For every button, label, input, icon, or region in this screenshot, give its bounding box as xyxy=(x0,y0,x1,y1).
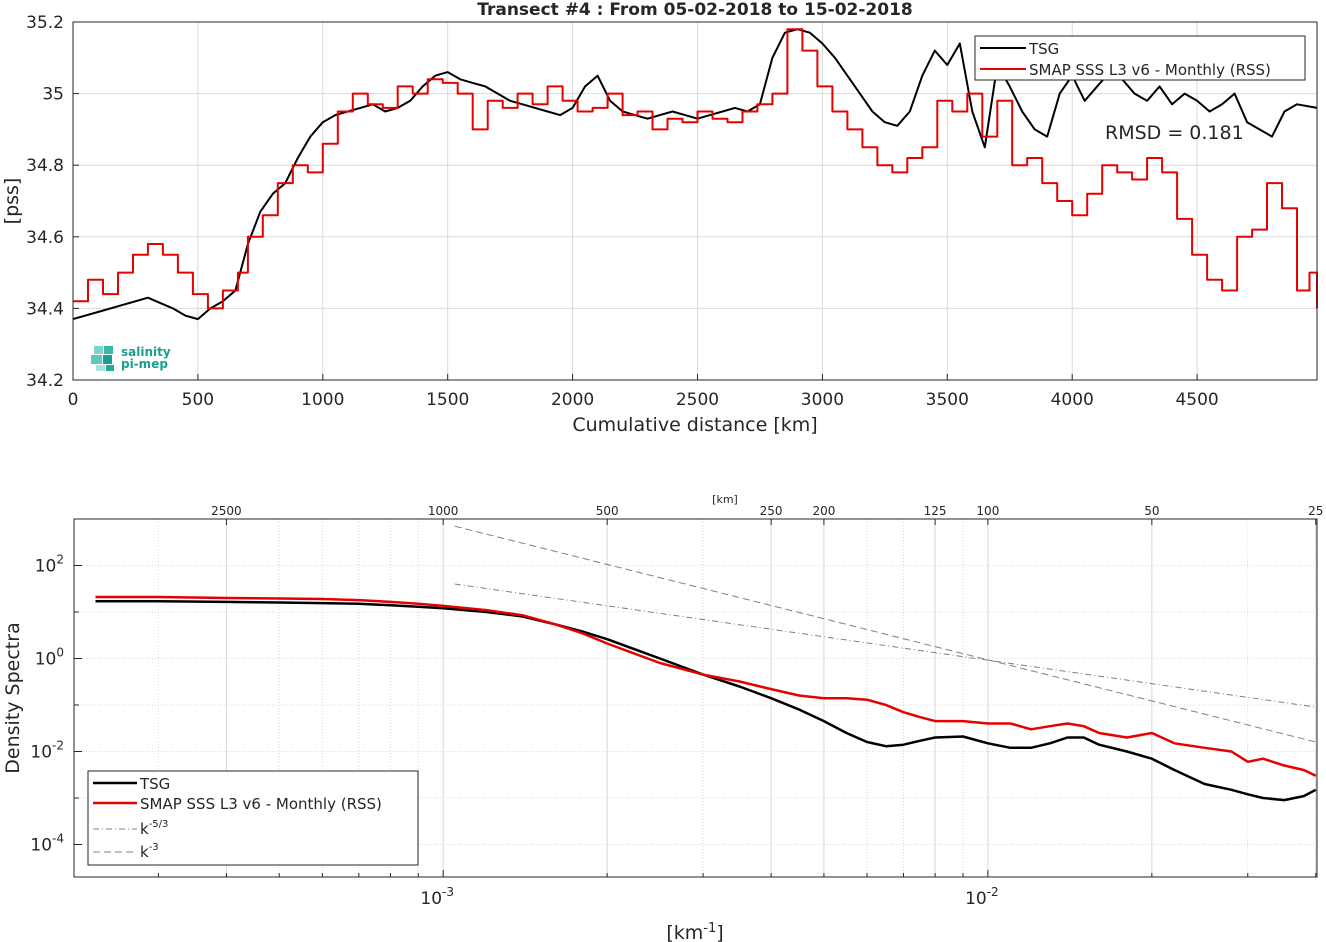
legend-label-tsg-spectrum: TSG xyxy=(139,775,170,793)
top-x-label: Cumulative distance [km] xyxy=(572,414,817,436)
top-x-tick-label: 4500 xyxy=(1175,390,1218,410)
logo-text-pimep: pi-mep xyxy=(121,357,168,371)
bottom-top-tick-label: 25 xyxy=(1308,504,1323,518)
bottom-legend: TSG SMAP SSS L3 v6 - Monthly (RSS) k-5/3… xyxy=(87,770,419,866)
bottom-top-axis-label: [km] xyxy=(712,493,738,506)
top-y-tick-label: 34.2 xyxy=(26,371,64,391)
bottom-y-label: Density Spectra xyxy=(2,622,24,773)
bottom-top-tick-label: 250 xyxy=(760,504,783,518)
bottom-x-tick-label: 10-2 xyxy=(965,885,999,909)
smap-spectrum-line xyxy=(95,595,1317,777)
top-x-tick-label: 1000 xyxy=(301,390,344,410)
top-y-tick-label: 35 xyxy=(42,85,64,105)
legend-label-smap: SMAP SSS L3 v6 - Monthly (RSS) xyxy=(1029,61,1271,79)
salinity-pi-mep-logo: salinity pi-mep xyxy=(91,345,171,371)
bottom-top-axis: 2500 1000 500 250 200 125 100 50 25 xyxy=(211,504,1323,525)
bottom-top-tick-label: 2500 xyxy=(211,504,242,518)
top-y-label: [pss] xyxy=(1,178,23,225)
top-x-tick-label: 3500 xyxy=(926,390,969,410)
bottom-top-tick-label: 100 xyxy=(976,504,999,518)
legend-label-smap-spectrum: SMAP SSS L3 v6 - Monthly (RSS) xyxy=(140,795,382,813)
top-axes-box xyxy=(72,21,1318,381)
top-x-tick-label: 2500 xyxy=(676,390,719,410)
top-y-tick-label: 34.8 xyxy=(26,156,64,176)
top-y-tick-label: 34.6 xyxy=(26,228,64,248)
top-x-tick-label: 0 xyxy=(68,390,79,410)
rmsd-annotation: RMSD = 0.181 xyxy=(1105,122,1244,144)
legend-label-tsg: TSG xyxy=(1028,40,1059,58)
top-y-tick-label: 35.2 xyxy=(26,13,64,33)
top-x-tick-label: 1500 xyxy=(426,390,469,410)
top-legend: TSG SMAP SSS L3 v6 - Monthly (RSS) xyxy=(974,35,1306,81)
bottom-y-tick-label: 10-4 xyxy=(30,831,64,855)
bottom-y-tick-label: 102 xyxy=(35,552,64,576)
k53-reference-line xyxy=(454,583,1316,708)
bottom-x-tick-label: 10-3 xyxy=(420,885,454,909)
bottom-y-tick-label: 100 xyxy=(35,645,64,669)
top-x-tick-label: 2000 xyxy=(551,390,594,410)
top-x-tick-label: 500 xyxy=(182,390,214,410)
top-chart: Transect #4 : From 05-02-2018 to 15-02-2… xyxy=(1,0,1318,436)
tsg-spectrum-line xyxy=(95,600,1317,802)
top-x-tick-label: 4000 xyxy=(1051,390,1094,410)
smap-line xyxy=(73,28,1318,310)
bottom-y-tick-label: 10-2 xyxy=(30,738,64,762)
bottom-plot-area xyxy=(95,525,1317,802)
bottom-x-axis: 10-3 10-2 xyxy=(157,870,1317,909)
top-x-tick-label: 3000 xyxy=(801,390,844,410)
bottom-top-tick-label: 50 xyxy=(1144,504,1159,518)
bottom-y-axis: 10-4 10-2 100 102 xyxy=(30,552,82,855)
bottom-top-tick-label: 1000 xyxy=(428,504,459,518)
bottom-top-tick-label: 200 xyxy=(812,504,835,518)
top-y-axis: 34.2 34.4 34.6 34.8 35 35.2 xyxy=(26,13,79,391)
bottom-axes-box xyxy=(73,518,1318,878)
k3-reference-line xyxy=(454,525,1316,743)
bottom-top-tick-label: 125 xyxy=(924,504,947,518)
top-x-axis: 0 500 1000 1500 2000 2500 3000 3500 4000 4500 xyxy=(68,374,1219,410)
top-y-tick-label: 34.4 xyxy=(26,299,64,319)
logo-text-salinity: salinity xyxy=(121,345,171,359)
bottom-top-tick-label: 500 xyxy=(596,504,619,518)
bottom-x-label: [km-1] xyxy=(666,921,723,942)
top-chart-title: Transect #4 : From 05-02-2018 to 15-02-2… xyxy=(477,0,913,20)
bottom-chart: 10-3 10-2 10-4 10-2 100 102 2500 1000 500 250 20… xyxy=(2,493,1323,942)
